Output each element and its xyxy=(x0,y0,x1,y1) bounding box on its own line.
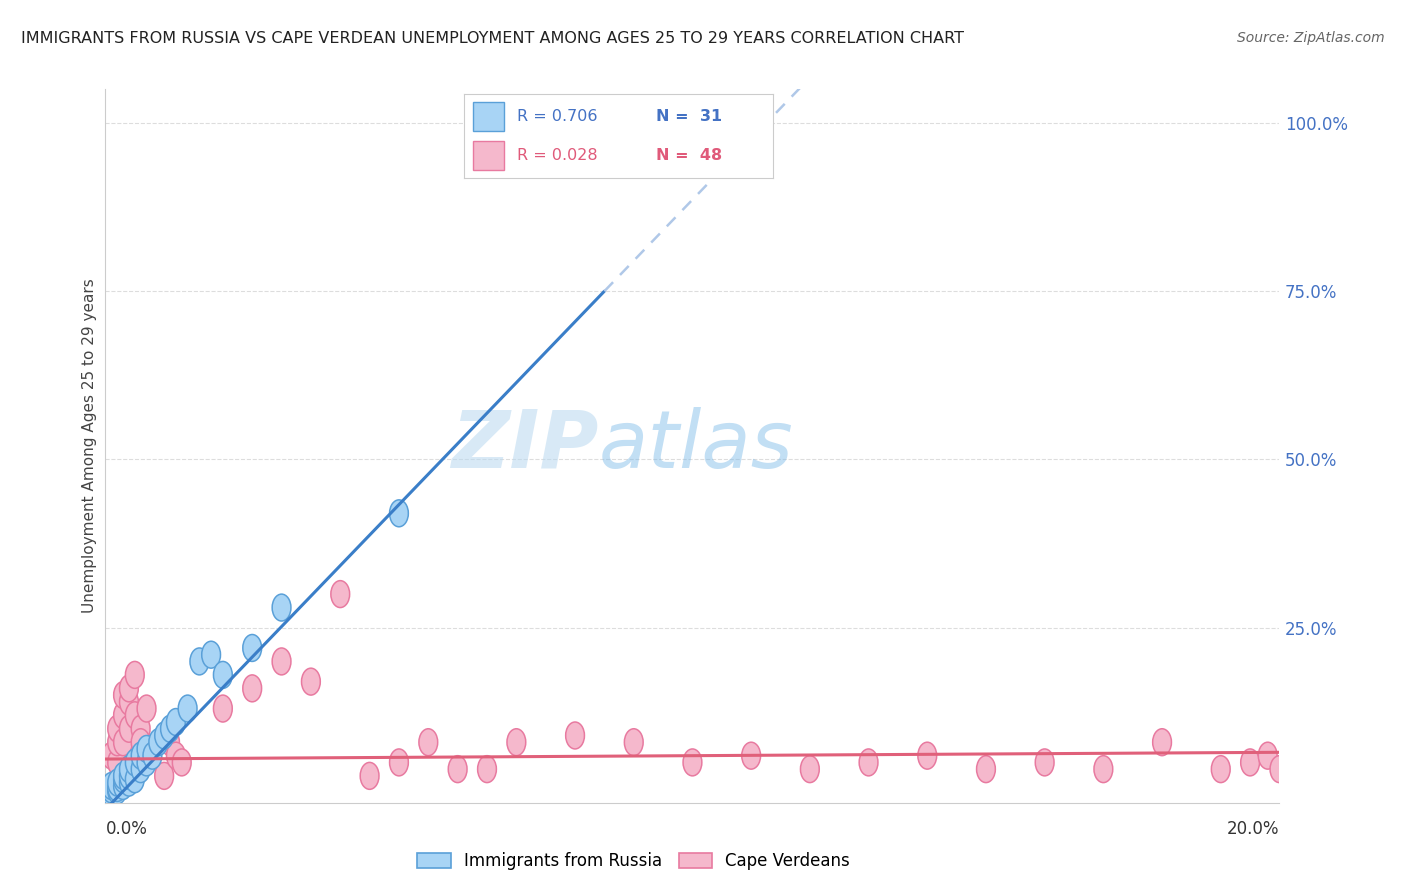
Ellipse shape xyxy=(565,722,585,749)
Ellipse shape xyxy=(1212,756,1230,782)
Ellipse shape xyxy=(160,729,180,756)
Ellipse shape xyxy=(125,749,145,776)
Ellipse shape xyxy=(389,500,408,527)
Ellipse shape xyxy=(800,756,820,782)
Ellipse shape xyxy=(143,742,162,769)
Ellipse shape xyxy=(166,742,186,769)
Ellipse shape xyxy=(173,749,191,776)
Text: atlas: atlas xyxy=(599,407,793,485)
Ellipse shape xyxy=(143,736,162,763)
Ellipse shape xyxy=(101,742,121,769)
Ellipse shape xyxy=(101,776,121,803)
Ellipse shape xyxy=(330,581,350,607)
Ellipse shape xyxy=(138,742,156,769)
Ellipse shape xyxy=(301,668,321,695)
Ellipse shape xyxy=(114,772,132,799)
Ellipse shape xyxy=(114,729,132,756)
Ellipse shape xyxy=(1270,756,1289,782)
Ellipse shape xyxy=(108,729,127,756)
Ellipse shape xyxy=(273,594,291,621)
Text: 0.0%: 0.0% xyxy=(105,820,148,838)
Ellipse shape xyxy=(114,681,132,708)
Legend: Immigrants from Russia, Cape Verdeans: Immigrants from Russia, Cape Verdeans xyxy=(411,846,856,877)
Ellipse shape xyxy=(214,662,232,689)
FancyBboxPatch shape xyxy=(474,103,505,131)
Ellipse shape xyxy=(125,662,145,689)
Ellipse shape xyxy=(120,763,138,789)
Ellipse shape xyxy=(179,695,197,722)
Ellipse shape xyxy=(120,675,138,702)
Ellipse shape xyxy=(419,729,437,756)
Text: 20.0%: 20.0% xyxy=(1227,820,1279,838)
Ellipse shape xyxy=(683,749,702,776)
Ellipse shape xyxy=(742,110,761,136)
Ellipse shape xyxy=(120,756,138,782)
Ellipse shape xyxy=(1258,742,1277,769)
Ellipse shape xyxy=(389,749,408,776)
Text: N =  31: N = 31 xyxy=(655,109,721,124)
Ellipse shape xyxy=(125,765,145,793)
FancyBboxPatch shape xyxy=(474,141,505,169)
Ellipse shape xyxy=(114,702,132,729)
Ellipse shape xyxy=(742,742,761,769)
Ellipse shape xyxy=(114,763,132,789)
Ellipse shape xyxy=(138,736,156,763)
Ellipse shape xyxy=(478,756,496,782)
Ellipse shape xyxy=(108,774,127,801)
Ellipse shape xyxy=(155,763,173,789)
Ellipse shape xyxy=(131,729,150,756)
Ellipse shape xyxy=(190,648,208,675)
Ellipse shape xyxy=(166,708,186,736)
Ellipse shape xyxy=(101,776,121,803)
Ellipse shape xyxy=(108,777,127,805)
Y-axis label: Unemployment Among Ages 25 to 29 years: Unemployment Among Ages 25 to 29 years xyxy=(82,278,97,614)
Ellipse shape xyxy=(138,749,156,776)
Ellipse shape xyxy=(977,756,995,782)
Ellipse shape xyxy=(160,715,180,742)
Ellipse shape xyxy=(273,648,291,675)
Ellipse shape xyxy=(1153,729,1171,756)
Text: R = 0.028: R = 0.028 xyxy=(516,148,598,163)
Ellipse shape xyxy=(1035,749,1054,776)
Ellipse shape xyxy=(138,695,156,722)
Ellipse shape xyxy=(114,765,132,793)
Ellipse shape xyxy=(624,729,643,756)
Ellipse shape xyxy=(101,772,121,799)
Ellipse shape xyxy=(131,715,150,742)
Ellipse shape xyxy=(918,742,936,769)
Text: IMMIGRANTS FROM RUSSIA VS CAPE VERDEAN UNEMPLOYMENT AMONG AGES 25 TO 29 YEARS CO: IMMIGRANTS FROM RUSSIA VS CAPE VERDEAN U… xyxy=(21,31,965,46)
Ellipse shape xyxy=(214,695,232,722)
Text: N =  48: N = 48 xyxy=(655,148,721,163)
Ellipse shape xyxy=(155,722,173,749)
Ellipse shape xyxy=(125,702,145,729)
Ellipse shape xyxy=(120,769,138,796)
Ellipse shape xyxy=(120,689,138,715)
Ellipse shape xyxy=(508,729,526,756)
Ellipse shape xyxy=(120,715,138,742)
Ellipse shape xyxy=(360,763,380,789)
Ellipse shape xyxy=(243,675,262,702)
Ellipse shape xyxy=(131,756,150,782)
Text: Source: ZipAtlas.com: Source: ZipAtlas.com xyxy=(1237,31,1385,45)
Ellipse shape xyxy=(201,641,221,668)
Ellipse shape xyxy=(859,749,877,776)
Ellipse shape xyxy=(149,729,167,756)
Ellipse shape xyxy=(243,634,262,662)
Ellipse shape xyxy=(101,780,121,806)
Ellipse shape xyxy=(1240,749,1260,776)
Ellipse shape xyxy=(108,749,127,776)
Text: R = 0.706: R = 0.706 xyxy=(516,109,598,124)
Ellipse shape xyxy=(449,756,467,782)
Ellipse shape xyxy=(108,715,127,742)
Ellipse shape xyxy=(131,742,150,769)
Ellipse shape xyxy=(108,769,127,796)
Ellipse shape xyxy=(1094,756,1112,782)
Text: ZIP: ZIP xyxy=(451,407,599,485)
